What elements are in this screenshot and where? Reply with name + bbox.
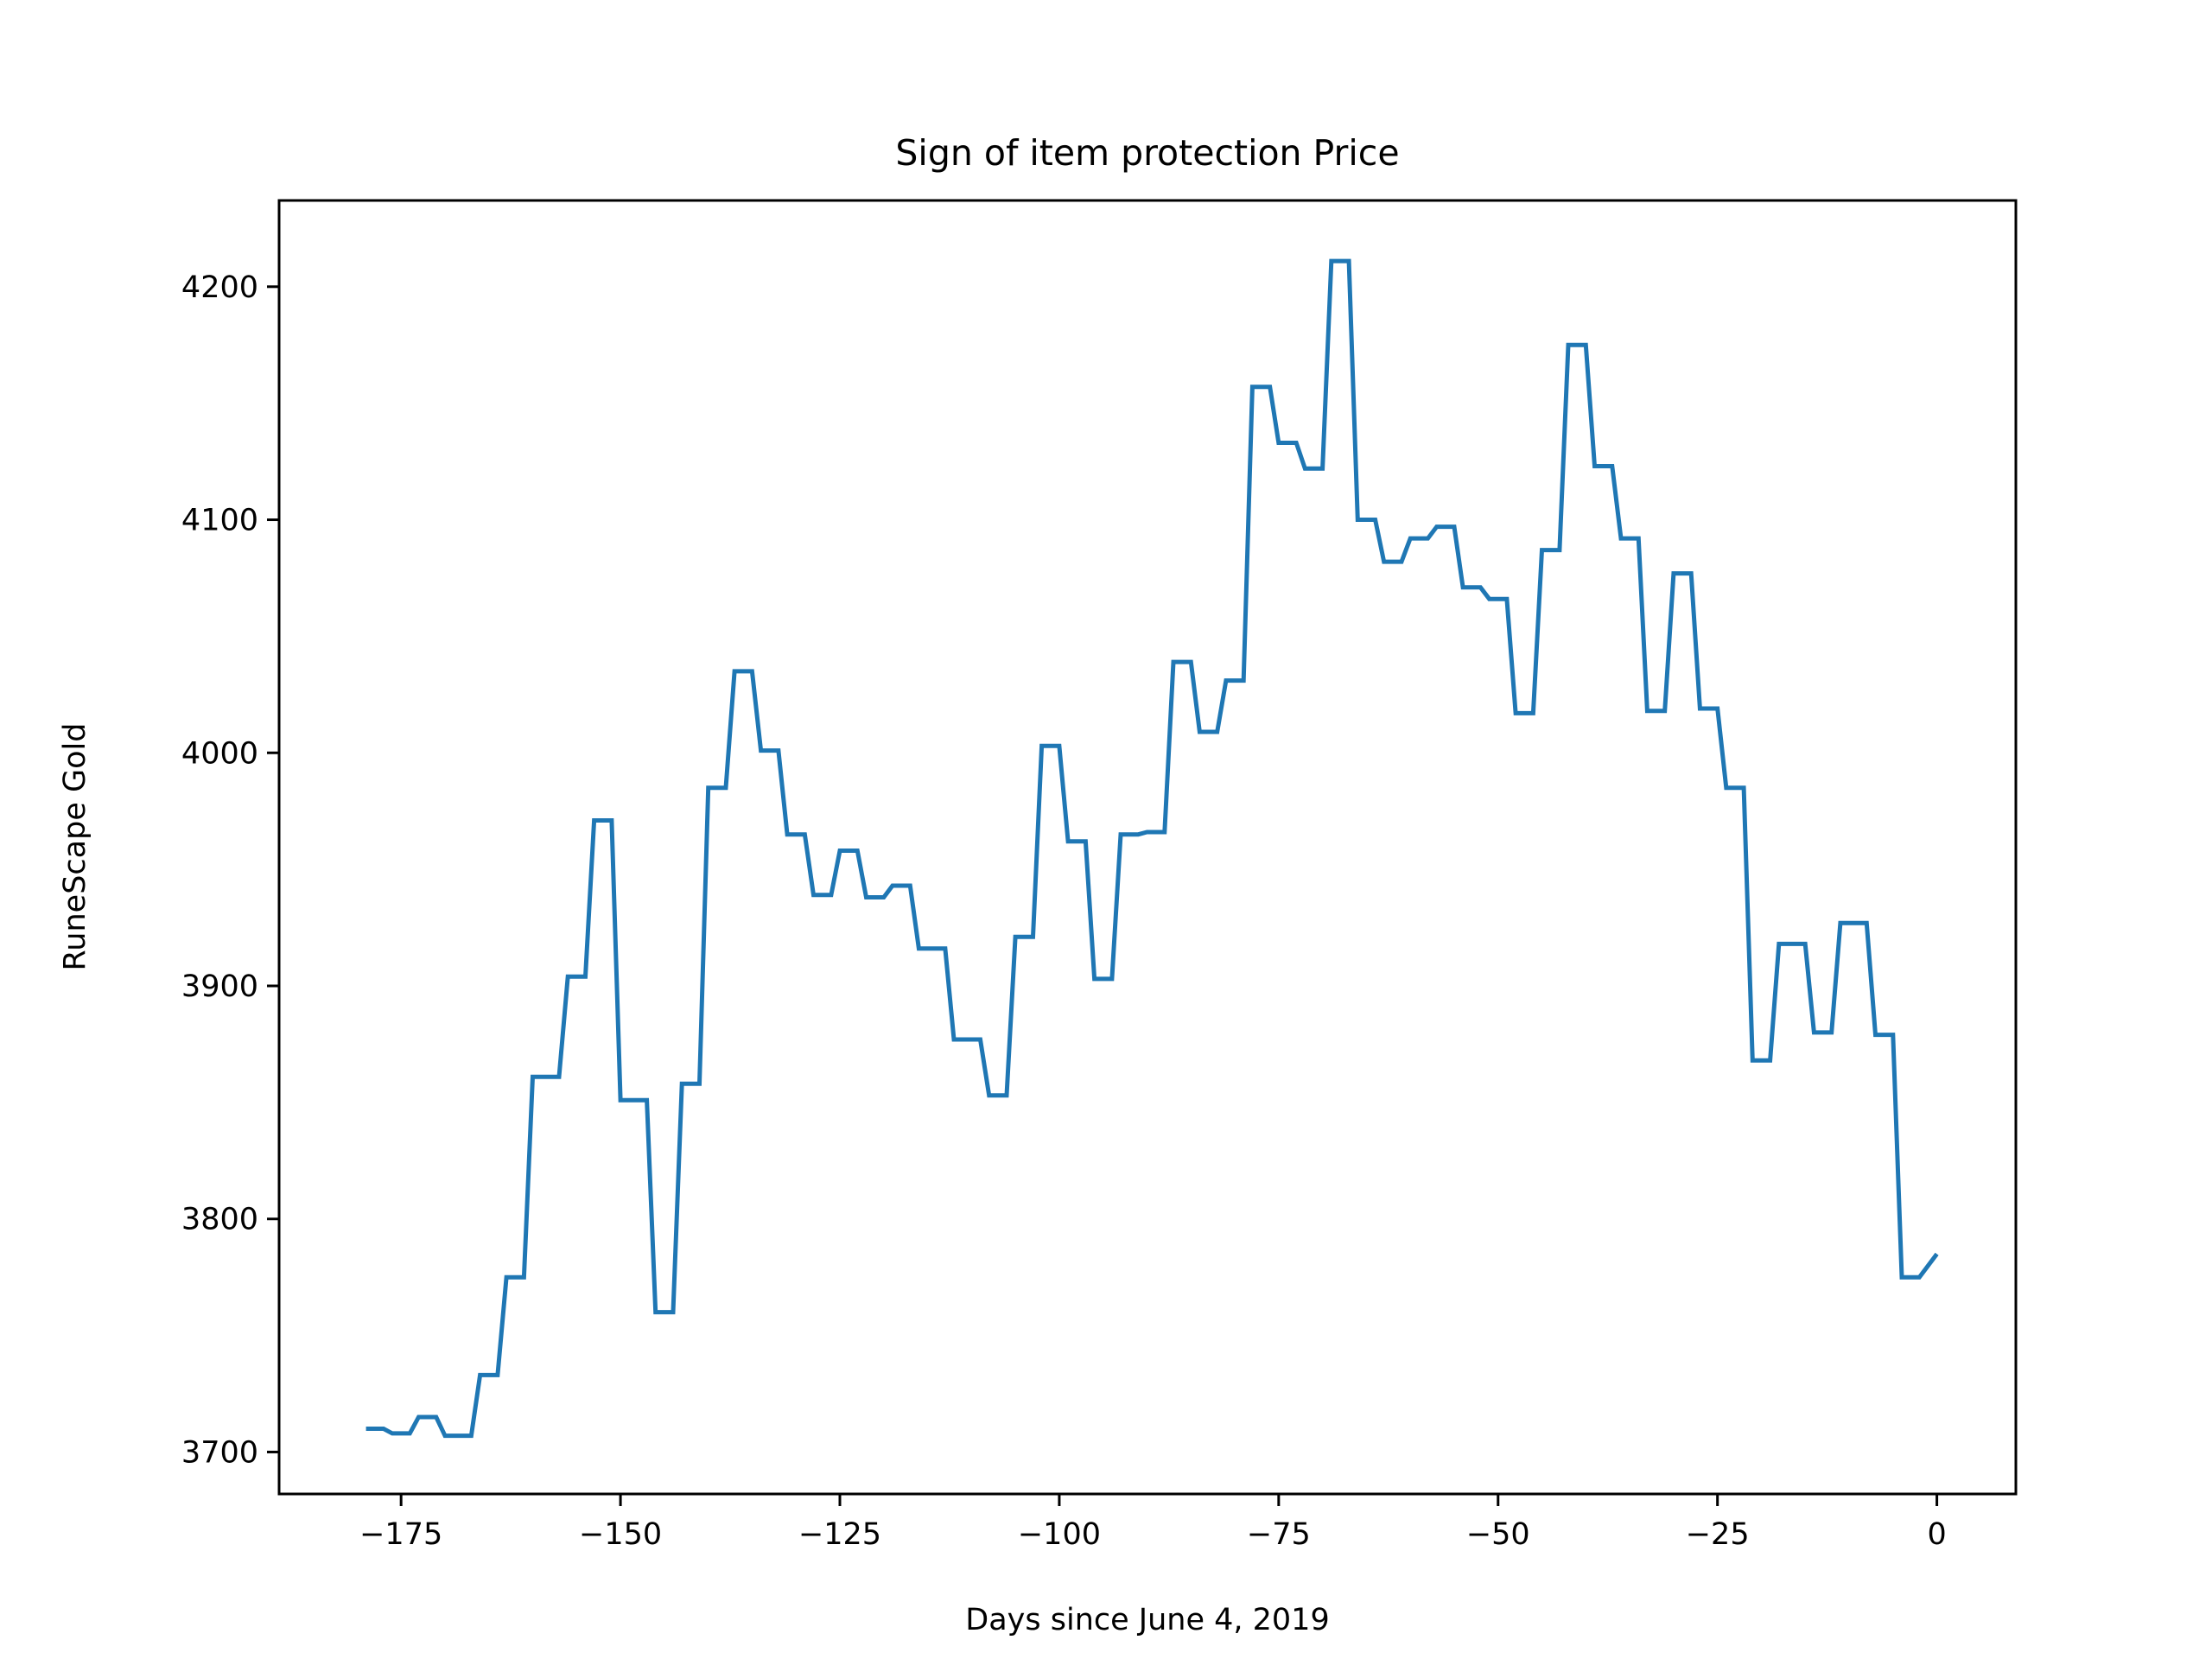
series-line bbox=[365, 258, 1939, 1439]
x-tick-label: −100 bbox=[1018, 1517, 1101, 1552]
y-tick-label: 3800 bbox=[181, 1203, 258, 1237]
x-tick-label: −175 bbox=[359, 1517, 442, 1552]
plot-area-frame bbox=[277, 199, 2018, 1496]
x-tick-label: −150 bbox=[579, 1517, 662, 1552]
x-tick-label: 0 bbox=[1927, 1517, 1946, 1552]
y-tick-label: 4200 bbox=[181, 270, 258, 305]
y-axis: 3700 3800 3900 4000 4100 4200 bbox=[181, 270, 279, 1470]
x-axis-label: Days since June 4, 2019 bbox=[965, 1603, 1329, 1637]
y-tick-label: 3900 bbox=[181, 969, 258, 1004]
x-tick-label: −75 bbox=[1247, 1517, 1311, 1552]
y-tick-label: 4100 bbox=[181, 504, 258, 538]
y-axis-label: RuneScape Gold bbox=[58, 723, 92, 971]
x-tick-label: −25 bbox=[1686, 1517, 1750, 1552]
x-axis: −175 −150 −125 −100 −75 −50 −25 0 bbox=[359, 1494, 1947, 1552]
x-tick-label: −125 bbox=[798, 1517, 881, 1552]
y-tick-label: 3700 bbox=[181, 1435, 258, 1470]
x-tick-label: −50 bbox=[1466, 1517, 1530, 1552]
y-tick-label: 4000 bbox=[181, 736, 258, 771]
chart-title: Sign of item protection Price bbox=[895, 132, 1399, 174]
